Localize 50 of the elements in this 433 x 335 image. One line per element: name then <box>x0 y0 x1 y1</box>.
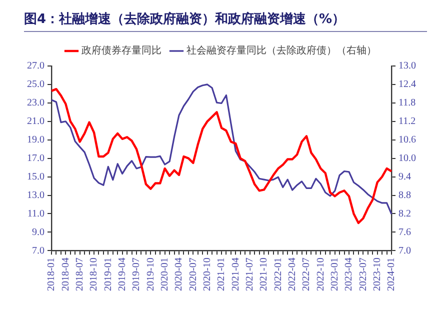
x-tick-label: 2019-10 <box>145 258 156 292</box>
x-tick-label: 2020-07 <box>188 258 199 292</box>
y-tick-label: 27.0 <box>27 60 44 72</box>
y-tick-label: 25.0 <box>27 79 44 90</box>
x-tick-label: 2022-01 <box>272 258 284 292</box>
y-tick-label: 23.0 <box>27 98 44 109</box>
x-tick-label: 2021-07 <box>244 258 256 292</box>
y2-tick-label: 13.0 <box>398 60 416 72</box>
y-tick-label: 19.0 <box>27 134 44 146</box>
y2-tick-label: 9.4 <box>398 171 411 182</box>
y-tick-label: 7.0 <box>32 245 44 256</box>
legend-label: 政府债券存量同比 <box>82 44 162 57</box>
y-tick-label: 15.0 <box>27 171 44 182</box>
y-tick-label: 13.0 <box>27 190 44 201</box>
y2-tick-label: 10.6 <box>398 134 416 146</box>
y2-tick-label: 11.2 <box>398 116 416 128</box>
x-tick-label: 2019-07 <box>131 258 142 292</box>
x-tick-label: 2022-07 <box>301 258 312 292</box>
x-tick-label: 2023-10 <box>372 258 383 292</box>
y2-tick-label: 8.8 <box>398 190 411 201</box>
x-tick-label: 2022-10 <box>315 258 326 292</box>
y-tick-label: 9.0 <box>32 226 44 238</box>
x-tick-label: 2021-10 <box>258 258 270 292</box>
x-tick-label: 2019-04 <box>116 258 128 292</box>
x-tick-label: 2021-04 <box>230 258 242 292</box>
x-tick-label: 2018-07 <box>74 258 86 292</box>
x-tick-label: 2018-01 <box>46 258 58 292</box>
y2-tick-label: 12.4 <box>398 79 416 90</box>
x-tick-label: 2020-01 <box>159 258 170 292</box>
y2-tick-label: 11.8 <box>398 98 416 109</box>
y2-tick-label: 7.6 <box>398 226 411 238</box>
x-tick-label: 2019-01 <box>102 258 114 292</box>
y-tick-label: 17.0 <box>27 152 44 164</box>
x-tick-label: 2023-04 <box>344 258 355 292</box>
x-tick-label: 2024-01 <box>386 258 398 292</box>
y-tick-label: 21.0 <box>27 116 44 128</box>
chart-title: 图4：社融增速（去除政府融资）和政府融资增速（%） <box>24 10 427 32</box>
x-tick-label: 2022-04 <box>286 258 298 292</box>
y2-tick-label: 10.0 <box>398 152 416 164</box>
x-tick-label: 2018-10 <box>88 258 100 292</box>
x-tick-label: 2020-04 <box>174 258 185 292</box>
x-tick-label: 2020-10 <box>202 258 213 292</box>
y2-tick-label: 8.2 <box>398 208 411 220</box>
x-tick-label: 2023-01 <box>329 258 340 292</box>
legend-label: 社会融资存量同比（去除政府债）（右轴） <box>186 44 376 57</box>
x-tick-label: 2023-07 <box>358 258 369 292</box>
x-tick-label: 2021-01 <box>216 258 228 292</box>
x-tick-label: 2018-04 <box>60 258 72 292</box>
y2-tick-label: 7.0 <box>398 245 411 256</box>
y-tick-label: 11.0 <box>27 208 44 220</box>
